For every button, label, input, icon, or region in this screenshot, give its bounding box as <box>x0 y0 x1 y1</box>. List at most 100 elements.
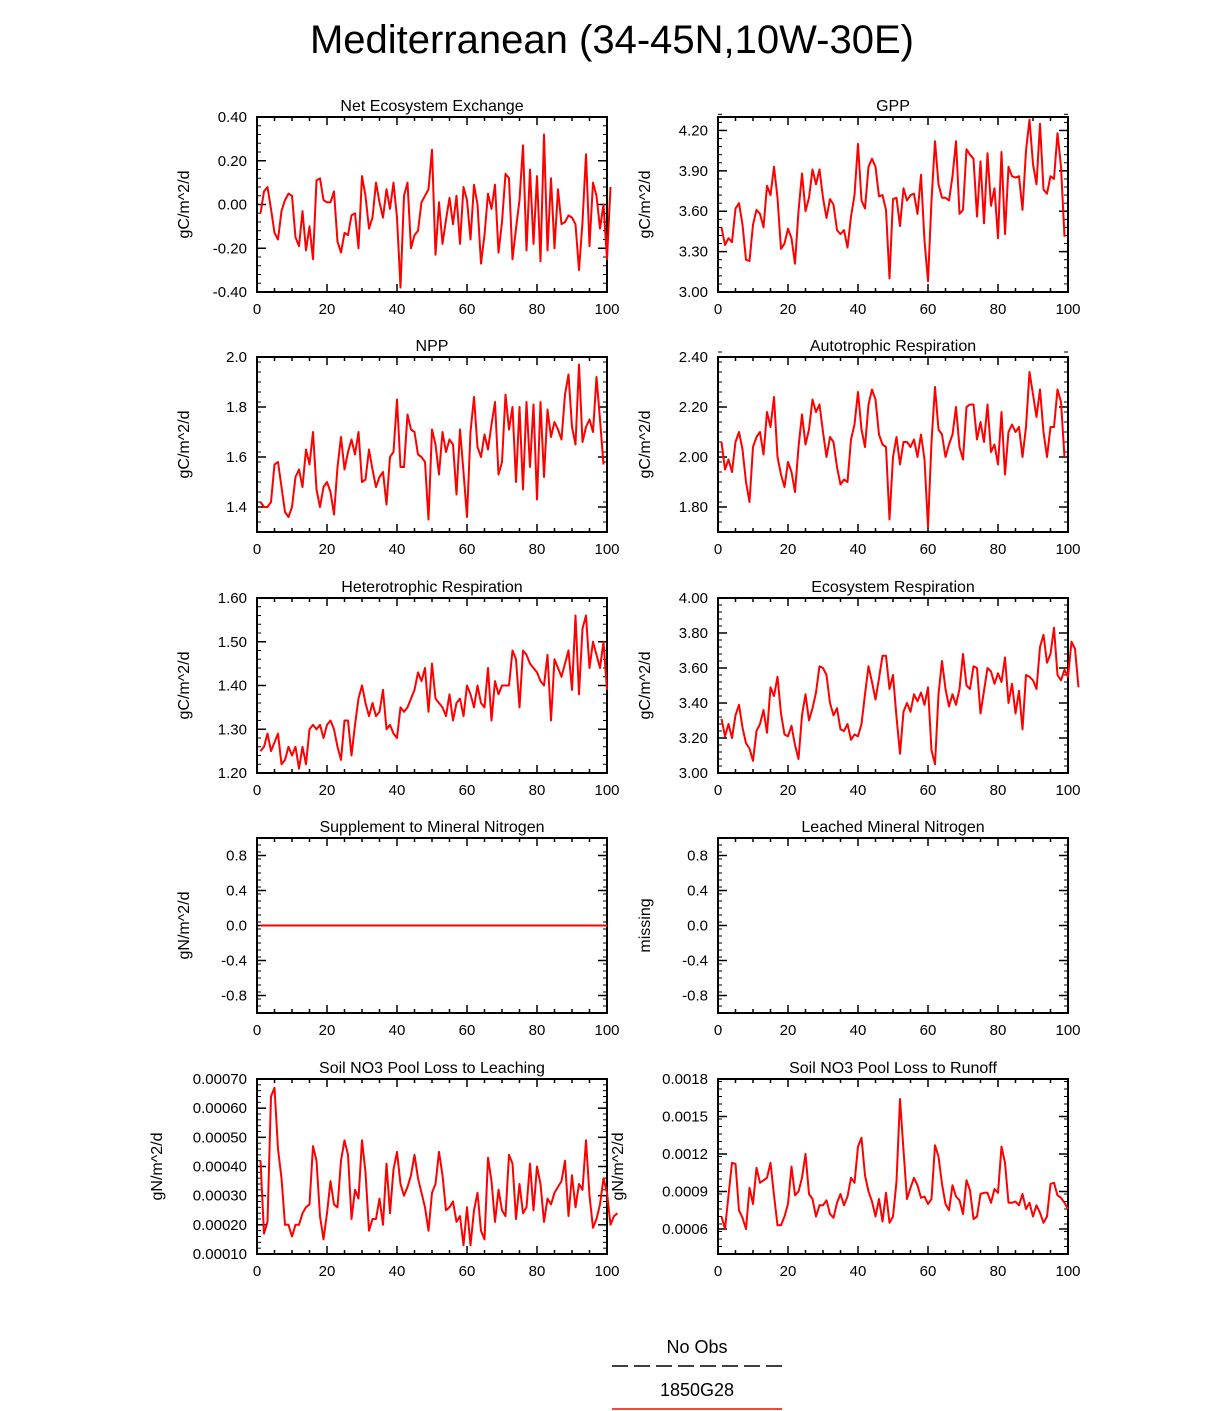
y-tick-label: 0.0006 <box>662 1221 708 1238</box>
panel-2: GPP gC/m^2/d 0 20 40 60 80 100 3.00 3.30 3.60 3.90 4… <box>637 98 1081 318</box>
x-tick-label: 0 <box>253 782 261 799</box>
panel-9: Soil NO3 Pool Loss to Leaching gN/m^2/d 0 2… <box>149 1060 620 1280</box>
x-tick-label: 80 <box>529 782 546 799</box>
y-tick-label: -0.40 <box>213 284 247 301</box>
x-tick-label: 60 <box>920 1022 937 1039</box>
y-tick-label: 4.00 <box>679 590 708 607</box>
x-tick-label: 80 <box>990 1022 1007 1039</box>
x-tick-label: 60 <box>920 301 937 318</box>
x-tick-label: 40 <box>389 541 406 558</box>
y-tick-label: -0.8 <box>682 988 708 1005</box>
y-tick-label: 0.4 <box>687 883 708 900</box>
y-tick-label: 4.20 <box>679 122 708 139</box>
panel-5: Heterotrophic Respiration gC/m^2/d 0 20 40 60… <box>176 579 620 799</box>
panel-title: Ecosystem Respiration <box>811 579 975 596</box>
y-axis-label: gN/m^2/d <box>149 1133 166 1201</box>
x-tick-label: 0 <box>714 782 722 799</box>
x-tick-label: 40 <box>389 301 406 318</box>
x-tick-label: 100 <box>1055 1022 1080 1039</box>
panel-title: Autotrophic Respiration <box>810 338 976 355</box>
x-tick-label: 0 <box>714 1263 722 1280</box>
x-tick-label: 60 <box>459 1022 476 1039</box>
y-tick-label: -0.20 <box>213 240 247 257</box>
plot-frame <box>256 1078 608 1255</box>
x-tick-label: 100 <box>594 782 619 799</box>
x-tick-label: 60 <box>920 782 937 799</box>
x-tick-label: 40 <box>389 782 406 799</box>
y-tick-label: 0.00070 <box>193 1071 247 1088</box>
y-tick-label: 1.60 <box>218 590 247 607</box>
y-tick-label: -0.8 <box>221 988 247 1005</box>
x-tick-label: 80 <box>529 1263 546 1280</box>
x-tick-label: 100 <box>1055 301 1080 318</box>
series-line <box>720 371 1066 528</box>
y-tick-label: 0.00 <box>218 197 247 214</box>
x-tick-label: 80 <box>529 1022 546 1039</box>
y-tick-label: 0.0015 <box>662 1109 708 1126</box>
panel-4: Autotrophic Respiration gC/m^2/d 0 20 40 60 80… <box>637 338 1081 558</box>
plot-frame <box>256 116 608 293</box>
y-axis-label: gN/m^2/d <box>610 1133 627 1201</box>
x-tick-label: 60 <box>459 541 476 558</box>
panel-6: Ecosystem Respiration gC/m^2/d 0 20 40 60 80 10… <box>637 579 1081 799</box>
panel-7: Supplement to Mineral Nitrogen gN/m^2/d 0 2… <box>176 819 620 1039</box>
y-tick-label: -0.4 <box>221 953 247 970</box>
series-line <box>259 363 605 521</box>
y-tick-label: 0.00040 <box>193 1159 247 1176</box>
panel-1: Net Ecosystem Exchange gC/m^2/d 0 20 40 60 80 1… <box>176 98 620 318</box>
y-tick-label: 0.8 <box>687 848 708 865</box>
y-tick-label: 1.8 <box>226 399 247 416</box>
y-axis-label: gN/m^2/d <box>176 892 193 960</box>
x-tick-label: 40 <box>389 1022 406 1039</box>
x-tick-label: 80 <box>529 301 546 318</box>
legend-label-no-obs: No Obs <box>666 1337 727 1357</box>
y-tick-label: 0.00050 <box>193 1129 247 1146</box>
x-tick-label: 60 <box>459 782 476 799</box>
series-line <box>259 1086 619 1247</box>
panel-title: Soil NO3 Pool Loss to Runoff <box>789 1060 997 1077</box>
x-tick-label: 20 <box>780 301 797 318</box>
x-tick-label: 0 <box>253 1022 261 1039</box>
x-tick-label: 40 <box>850 1022 867 1039</box>
y-tick-label: 0.0009 <box>662 1184 708 1201</box>
y-tick-label: 1.30 <box>218 721 247 738</box>
y-tick-label: 0.0018 <box>662 1071 708 1088</box>
panel-10: Soil NO3 Pool Loss to Runoff gN/m^2/d 0 20 4… <box>610 1060 1081 1280</box>
plot-frame <box>256 597 608 774</box>
x-tick-label: 100 <box>594 541 619 558</box>
x-tick-label: 40 <box>850 782 867 799</box>
y-tick-label: 3.00 <box>679 765 708 782</box>
y-tick-label: 0.00030 <box>193 1188 247 1205</box>
y-tick-label: 2.40 <box>679 349 708 366</box>
x-tick-label: 20 <box>319 1022 336 1039</box>
panel-title: Net Ecosystem Exchange <box>340 98 523 115</box>
x-tick-label: 80 <box>990 1263 1007 1280</box>
series-line <box>720 626 1080 766</box>
x-tick-label: 40 <box>389 1263 406 1280</box>
x-tick-label: 0 <box>714 1022 722 1039</box>
y-tick-label: 2.20 <box>679 399 708 416</box>
y-axis-label: gC/m^2/d <box>637 652 654 720</box>
x-tick-label: 80 <box>990 541 1007 558</box>
x-tick-label: 100 <box>1055 782 1080 799</box>
y-tick-label: 3.30 <box>679 244 708 261</box>
x-tick-label: 40 <box>850 1263 867 1280</box>
y-tick-label: 3.00 <box>679 284 708 301</box>
y-tick-label: 0.20 <box>218 153 247 170</box>
x-tick-label: 20 <box>319 301 336 318</box>
x-tick-label: 80 <box>529 541 546 558</box>
x-tick-label: 20 <box>780 782 797 799</box>
x-tick-label: 0 <box>714 541 722 558</box>
x-tick-label: 100 <box>1055 1263 1080 1280</box>
x-tick-label: 0 <box>253 1263 261 1280</box>
y-tick-label: 0.4 <box>226 883 247 900</box>
x-tick-label: 60 <box>459 1263 476 1280</box>
y-tick-label: 3.60 <box>679 660 708 677</box>
panel-title: Heterotrophic Respiration <box>341 579 522 596</box>
x-tick-label: 20 <box>319 541 336 558</box>
x-tick-label: 0 <box>253 541 261 558</box>
y-tick-label: 1.40 <box>218 678 247 695</box>
panel-title: GPP <box>876 98 910 115</box>
x-tick-label: 40 <box>850 541 867 558</box>
